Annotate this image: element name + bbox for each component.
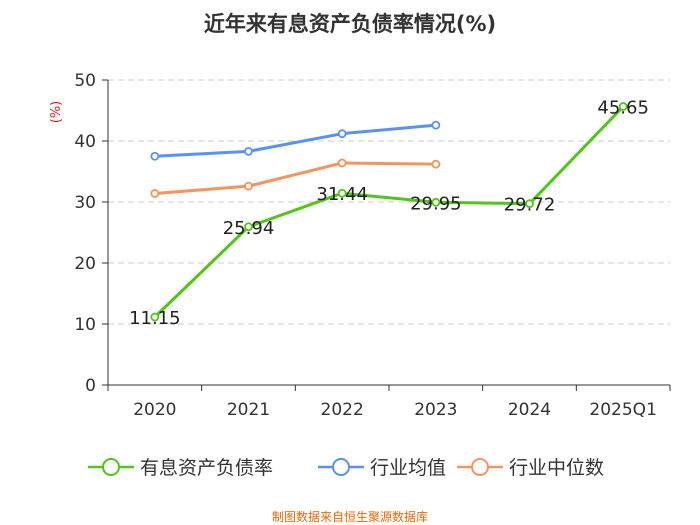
data-label: 29.72 (504, 195, 556, 216)
data-point (525, 199, 534, 209)
data-point (150, 312, 160, 322)
data-point (431, 197, 441, 207)
data-point (150, 189, 160, 198)
data-label: 31.44 (316, 184, 368, 205)
x-tick-label: 2025Q1 (589, 400, 656, 420)
grid-layer (108, 79, 670, 325)
chart-title: 近年来有息资产负债率情况(%) (203, 12, 497, 36)
y-tick-label: 10 (74, 315, 96, 335)
y-tick-label: 0 (85, 376, 96, 396)
data-point (431, 159, 441, 169)
data-label: 45.65 (597, 98, 649, 119)
chart-svg: 0 10 20 30 40 50 (%) 2020 2021 2022 2023 2024 2025Q1… (49, 71, 671, 479)
source-note: 制图数据来自恒生聚源数据库 (271, 510, 428, 524)
data-label: 11.15 (129, 308, 181, 329)
legend-label: 行业均值 (370, 457, 446, 479)
legend-marker (102, 458, 120, 476)
data-point (337, 188, 347, 198)
x-tick-label: 2024 (508, 400, 551, 420)
data-point (150, 151, 160, 161)
y-tick-label: 20 (74, 254, 96, 274)
data-point (337, 129, 347, 139)
x-tick-label: 2022 (321, 400, 364, 420)
series-line-0 (153, 105, 625, 319)
x-tick-label: 2020 (133, 400, 176, 420)
data-label: 25.94 (223, 218, 275, 239)
x-tick-label: 2021 (227, 400, 270, 420)
axis-layer: 0 10 20 30 40 50 (%) 2020 2021 2022 2023 2024 2025Q1 (49, 71, 671, 420)
x-tick-label: 2023 (414, 400, 457, 420)
legend-marker (332, 458, 350, 476)
legend-label: 行业中位数 (509, 457, 604, 479)
series-line-1 (154, 123, 436, 158)
data-point (337, 158, 347, 168)
data-label: 29.95 (410, 193, 462, 214)
legend-marker (471, 458, 489, 476)
legend-label: 有息资产负债率 (140, 457, 273, 479)
y-axis-label: (%) (49, 101, 64, 124)
series-line-2 (154, 161, 436, 195)
series-layer (150, 102, 628, 322)
y-tick-label: 40 (74, 132, 96, 152)
y-tick-label: 30 (74, 193, 96, 213)
data-point (244, 222, 253, 232)
y-tick-label: 50 (74, 71, 96, 91)
data-point (431, 120, 441, 130)
data-point (244, 181, 253, 191)
data-point (244, 146, 253, 156)
legend: 有息资产负债率 行业均值 行业中位数 (88, 457, 604, 479)
data-point (618, 102, 628, 111)
label-layer: 11.15 25.94 31.44 29.95 29.72 45.65 (129, 98, 649, 329)
